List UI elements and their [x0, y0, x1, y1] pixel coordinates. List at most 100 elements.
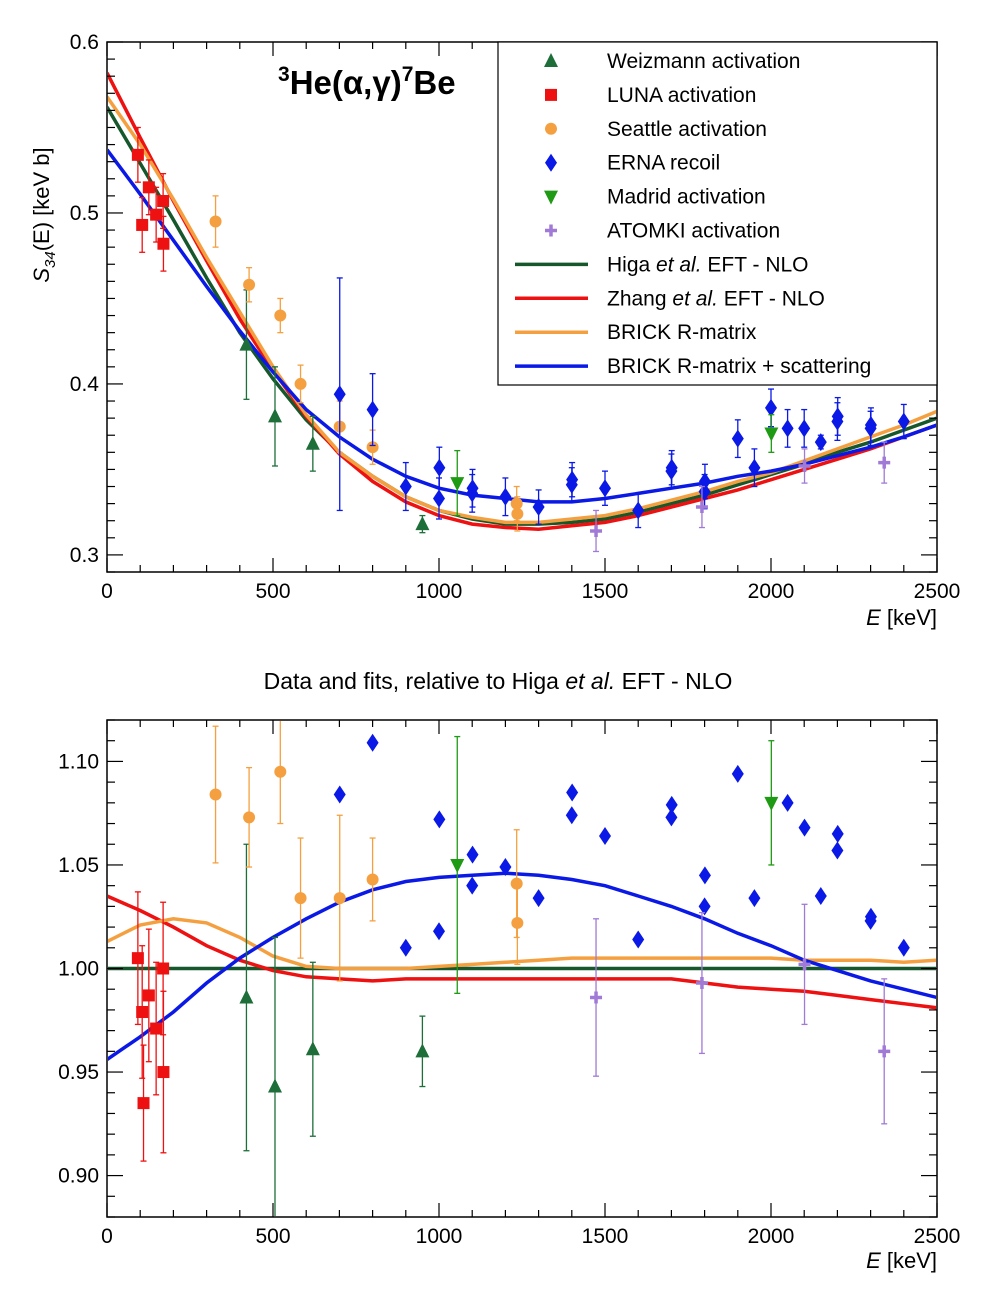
- bottom-point-erna: [566, 783, 579, 802]
- legend-label-italic: et al.: [656, 253, 702, 276]
- top-point-erna: [798, 419, 811, 438]
- top-point-atomki: [798, 460, 811, 472]
- top-point-seattle: [209, 215, 222, 228]
- top-point-atomki: [695, 501, 708, 514]
- bottom-point-erna: [831, 841, 844, 860]
- top-plot-area: [108, 72, 936, 553]
- bottom-point-erna: [831, 824, 844, 843]
- bottom-point-erna: [897, 938, 910, 957]
- top-series-seattle: [209, 195, 524, 532]
- top-point-erna: [399, 477, 412, 496]
- bottom-curve-brick: [108, 917, 936, 971]
- bottom-plot-area: [108, 721, 936, 1216]
- top-point-erna: [532, 498, 545, 517]
- legend-swatch-erna: [545, 153, 557, 172]
- reaction-he: He(: [290, 64, 343, 101]
- bottom-x-tick-label: 1000: [416, 1225, 463, 1248]
- top-xlabel-unit: [keV]: [881, 605, 937, 630]
- bottom-series-atomki: [590, 903, 891, 1125]
- bottom-panel: Data and fits, relative to Higa et al. E…: [58, 668, 960, 1273]
- bottom-panel-title: Data and fits, relative to Higa et al. E…: [264, 668, 733, 694]
- top-point-erna: [366, 400, 379, 419]
- top-point-erna: [466, 479, 479, 498]
- ylabel-sub: 34: [42, 251, 59, 268]
- bottom-point-erna: [731, 764, 744, 783]
- top-point-erna: [831, 407, 844, 426]
- bottom-point-luna: [131, 952, 144, 965]
- top-point-weizmann: [305, 435, 320, 450]
- bottom-point-seattle: [366, 873, 379, 886]
- top-curve-brick: [108, 95, 936, 525]
- top-series-madrid: [450, 414, 779, 517]
- bottom-x-tick-label: 2500: [914, 1225, 961, 1248]
- top-point-erna: [731, 429, 744, 448]
- top-series-erna: [333, 277, 910, 529]
- top-point-erna: [433, 489, 445, 508]
- reaction-gamma: γ: [372, 64, 391, 101]
- ylabel-s: S: [29, 268, 54, 283]
- top-point-madrid: [450, 477, 465, 492]
- bottom-y-tick-label: 1.05: [58, 854, 99, 877]
- bottom-xlabel-var: E: [866, 1248, 881, 1273]
- top-y-tick-label: 0.3: [70, 544, 99, 567]
- legend-label-pre: Higa: [607, 253, 656, 276]
- bottom-point-erna: [665, 795, 678, 814]
- bottom-point-erna: [366, 733, 379, 752]
- bottom-point-erna: [333, 785, 346, 804]
- reaction-comma: ,: [363, 64, 372, 101]
- reaction-close: ): [391, 64, 402, 101]
- legend-label-higa: Higa et al. EFT - NLO: [607, 253, 809, 276]
- top-point-seattle: [294, 377, 307, 390]
- bottom-point-erna: [864, 907, 877, 926]
- top-point-erna: [864, 415, 877, 434]
- bottom-point-erna: [698, 866, 711, 885]
- bottom-point-erna: [814, 887, 827, 906]
- top-x-axis-label: E [keV]: [866, 605, 937, 630]
- legend-label-brick: BRICK R-matrix: [607, 321, 757, 344]
- top-point-atomki: [878, 456, 891, 469]
- bottom-title-italic: et al.: [565, 668, 615, 694]
- top-point-seattle: [274, 309, 287, 322]
- top-point-weizmann: [415, 516, 430, 531]
- reaction-title: 3He(α,γ)7Be: [278, 63, 456, 101]
- top-point-weizmann: [267, 408, 282, 423]
- bottom-curve-brick_scat: [108, 871, 936, 1062]
- legend-label-seattle: Seattle activation: [607, 118, 767, 141]
- bottom-point-madrid: [764, 796, 779, 811]
- bottom-point-weizmann: [267, 1078, 282, 1093]
- bottom-point-atomki: [590, 991, 603, 1004]
- bottom-point-seattle: [511, 916, 524, 929]
- bottom-point-weizmann: [239, 989, 254, 1004]
- bottom-point-seattle: [209, 788, 222, 801]
- bottom-point-luna: [157, 962, 170, 975]
- top-point-erna: [566, 470, 579, 489]
- top-point-luna: [157, 237, 170, 250]
- top-point-luna: [136, 218, 149, 231]
- bottom-point-erna: [499, 858, 512, 877]
- legend-swatch-atomki: [545, 224, 557, 237]
- top-point-luna: [157, 195, 170, 207]
- top-y-tick-label: 0.4: [70, 373, 100, 396]
- bottom-series-seattle: [209, 721, 524, 982]
- legend-label-italic: et al.: [672, 287, 718, 310]
- bottom-point-erna: [632, 930, 645, 949]
- legend-label-weizmann: Weizmann activation: [607, 50, 800, 73]
- legend-label-post: EFT - NLO: [718, 287, 825, 310]
- bottom-xlabel-unit: [keV]: [881, 1248, 937, 1273]
- top-series-atomki: [590, 441, 891, 553]
- bottom-y-tick-label: 0.95: [58, 1061, 99, 1084]
- bottom-point-erna: [433, 810, 446, 829]
- top-point-seattle: [510, 497, 523, 510]
- bottom-x-tick-label: 0: [101, 1225, 113, 1248]
- legend-swatch-seattle: [545, 122, 557, 135]
- legend-swatch-weizmann: [544, 53, 558, 67]
- bottom-point-erna: [781, 793, 794, 812]
- top-x-tick-label: 2000: [748, 580, 795, 603]
- bottom-point-luna: [137, 1097, 150, 1110]
- top-point-erna: [599, 479, 611, 498]
- bottom-point-erna: [798, 818, 811, 837]
- legend-swatch-luna: [545, 88, 557, 101]
- top-x-tick-label: 0: [101, 580, 113, 603]
- reaction-mass7: 7: [402, 63, 414, 86]
